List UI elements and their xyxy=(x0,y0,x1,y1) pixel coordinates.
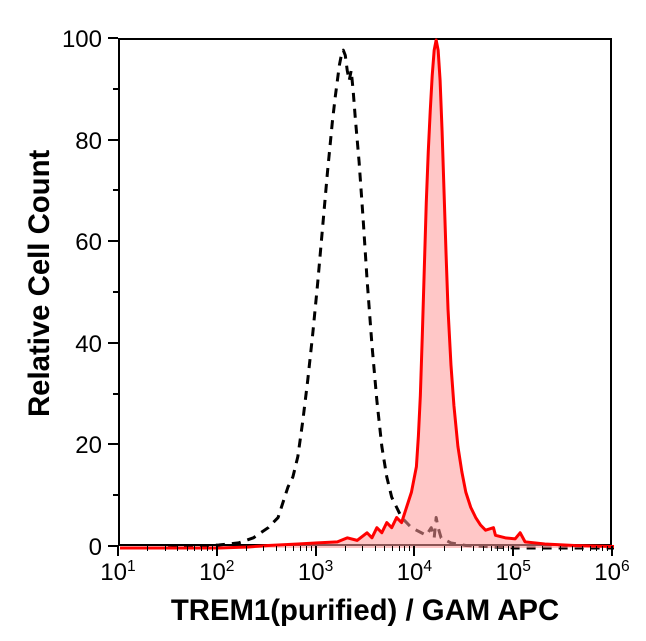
x-tick-major xyxy=(512,546,514,556)
series-line-control xyxy=(120,50,614,548)
x-tick-minor xyxy=(306,546,307,551)
x-tick-minor xyxy=(491,546,492,551)
x-tick-minor xyxy=(300,546,301,551)
x-tick-minor xyxy=(285,546,286,551)
series-layer xyxy=(120,40,614,548)
x-axis-label: TREM1(purified) / GAM APC xyxy=(118,594,612,628)
x-tick-minor xyxy=(461,546,462,551)
x-tick-minor xyxy=(375,546,376,551)
x-tick-minor xyxy=(473,546,474,551)
x-tick-minor xyxy=(177,546,178,551)
x-tick-minor xyxy=(311,546,312,551)
x-tick-minor xyxy=(147,546,148,551)
x-tick-minor xyxy=(392,546,393,551)
y-tick-major xyxy=(108,139,118,141)
x-tick-minor xyxy=(497,546,498,551)
x-tick-minor xyxy=(572,546,573,551)
y-tick-major xyxy=(108,443,118,445)
x-tick-minor xyxy=(602,546,603,551)
x-tick-minor xyxy=(194,546,195,551)
y-tick-major xyxy=(108,342,118,344)
x-tick-minor xyxy=(404,546,405,551)
x-tick-minor xyxy=(560,546,561,551)
y-tick-minor xyxy=(113,494,118,496)
y-tick-label: 40 xyxy=(58,331,102,359)
y-tick-major xyxy=(108,240,118,242)
y-tick-label: 0 xyxy=(58,534,102,562)
flow-cytometry-histogram: Relative Cell Count TREM1(purified) / GA… xyxy=(0,0,646,641)
y-axis-label: Relative Cell Count xyxy=(23,177,57,417)
x-tick-minor xyxy=(276,546,277,551)
x-tick-minor xyxy=(582,546,583,551)
x-tick-minor xyxy=(607,546,608,551)
y-tick-label: 60 xyxy=(58,229,102,257)
y-tick-label: 20 xyxy=(58,432,102,460)
x-tick-minor xyxy=(201,546,202,551)
x-tick-minor xyxy=(263,546,264,551)
x-tick-minor xyxy=(542,546,543,551)
x-tick-minor xyxy=(345,546,346,551)
plot-area xyxy=(118,38,612,546)
x-tick-minor xyxy=(596,546,597,551)
x-tick-minor xyxy=(508,546,509,551)
x-tick-minor xyxy=(444,546,445,551)
y-tick-major xyxy=(108,37,118,39)
x-tick-minor xyxy=(246,546,247,551)
x-tick-minor xyxy=(483,546,484,551)
y-tick-minor xyxy=(113,393,118,395)
x-tick-label: 106 xyxy=(594,558,629,587)
x-tick-major xyxy=(315,546,317,556)
x-tick-minor xyxy=(409,546,410,551)
x-tick-major xyxy=(216,546,218,556)
x-tick-minor xyxy=(293,546,294,551)
x-tick-minor xyxy=(362,546,363,551)
x-tick-minor xyxy=(187,546,188,551)
x-tick-major xyxy=(611,546,613,556)
x-tick-major xyxy=(413,546,415,556)
x-tick-major xyxy=(117,546,119,556)
x-tick-minor xyxy=(384,546,385,551)
x-tick-minor xyxy=(503,546,504,551)
y-tick-minor xyxy=(113,291,118,293)
x-tick-label: 103 xyxy=(298,558,333,587)
series-fill-stained xyxy=(120,40,614,548)
x-tick-minor xyxy=(590,546,591,551)
y-tick-minor xyxy=(113,88,118,90)
x-tick-minor xyxy=(207,546,208,551)
x-tick-label: 104 xyxy=(397,558,432,587)
y-tick-label: 80 xyxy=(58,128,102,156)
x-tick-minor xyxy=(212,546,213,551)
series-line-stained xyxy=(120,40,614,548)
x-tick-label: 105 xyxy=(495,558,530,587)
y-tick-label: 100 xyxy=(58,26,102,54)
x-tick-minor xyxy=(399,546,400,551)
x-tick-minor xyxy=(165,546,166,551)
y-tick-minor xyxy=(113,189,118,191)
x-tick-label: 102 xyxy=(199,558,234,587)
x-tick-label: 101 xyxy=(100,558,135,587)
